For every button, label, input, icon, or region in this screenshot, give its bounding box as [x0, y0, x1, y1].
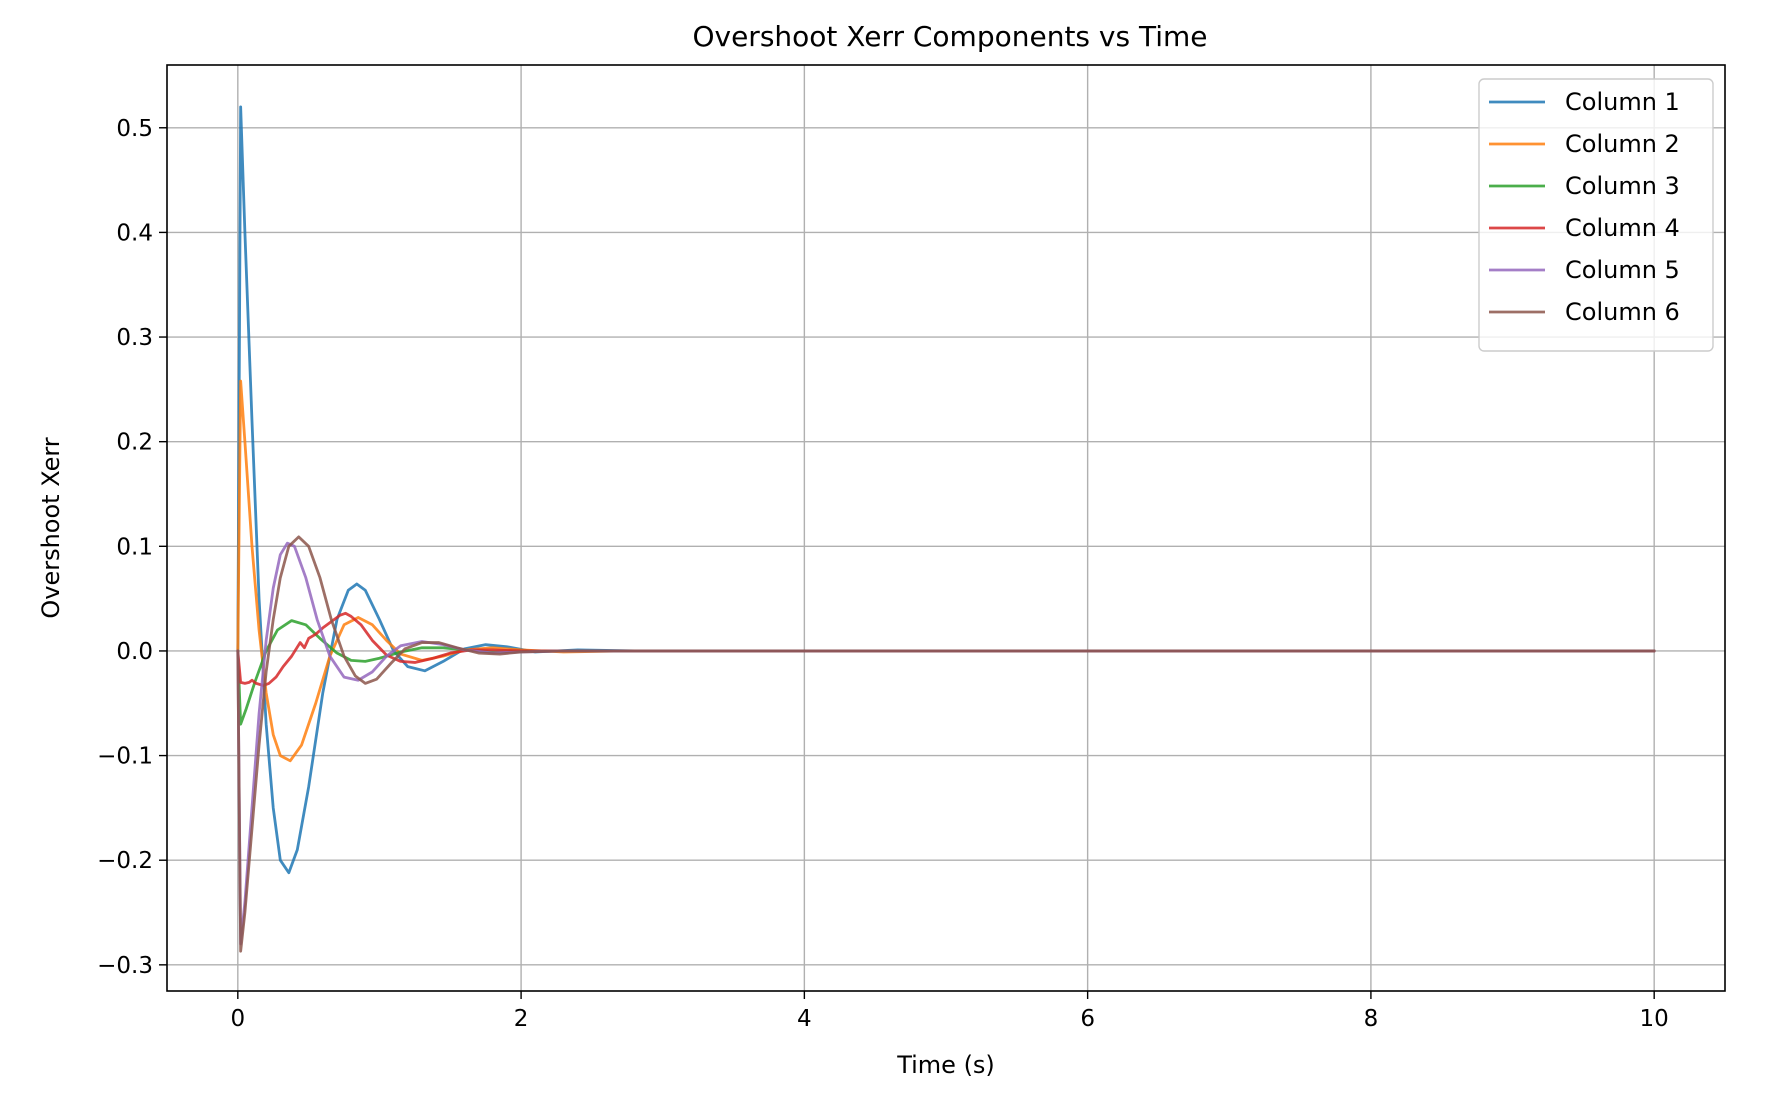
- x-tick-label: 8: [1364, 1006, 1379, 1032]
- x-tick-label: 2: [514, 1006, 529, 1032]
- x-tick-label: 0: [230, 1006, 245, 1032]
- y-tick-label: −0.3: [97, 953, 153, 979]
- chart-title: Overshoot Xerr Components vs Time: [692, 20, 1207, 53]
- legend-box: [1478, 78, 1714, 352]
- legend-label: Column 1: [1565, 88, 1680, 116]
- plot-frame: [166, 64, 1726, 992]
- series-lines: [236, 105, 1656, 953]
- y-tick-label: −0.2: [97, 848, 153, 874]
- legend-label: Column 3: [1565, 172, 1680, 200]
- y-tick-label: −0.1: [97, 744, 153, 770]
- series-line-6: [236, 535, 1656, 953]
- legend: Column 1 Column 2 Column 3 Column 4 Column 5…: [1478, 78, 1714, 352]
- legend-label: Column 5: [1565, 256, 1680, 284]
- y-tick-label: 0.0: [116, 639, 153, 665]
- x-axis-label: Time (s): [896, 1051, 995, 1079]
- y-tick-label: 0.5: [116, 116, 153, 142]
- x-tick-label: 4: [797, 1006, 812, 1032]
- y-axis-label: Overshoot Xerr: [37, 437, 65, 618]
- axis-ticks: 0 2 4 6 8 10 −0.3 −0.2 −0.1 0.0 0.1 0.2 0.3 0.4 0.5: [97, 116, 1669, 1032]
- y-tick-label: 0.3: [116, 325, 153, 351]
- x-tick-label: 6: [1080, 1006, 1095, 1032]
- series-line-1: [236, 105, 1656, 875]
- series-line-2: [236, 379, 1656, 763]
- y-tick-label: 0.1: [116, 534, 153, 560]
- series-line-4: [236, 611, 1656, 687]
- x-tick-label: 10: [1640, 1006, 1669, 1032]
- y-tick-label: 0.4: [116, 220, 153, 246]
- legend-label: Column 2: [1565, 130, 1680, 158]
- legend-label: Column 4: [1565, 214, 1680, 242]
- legend-label: Column 6: [1565, 298, 1680, 326]
- y-tick-label: 0.2: [116, 430, 153, 456]
